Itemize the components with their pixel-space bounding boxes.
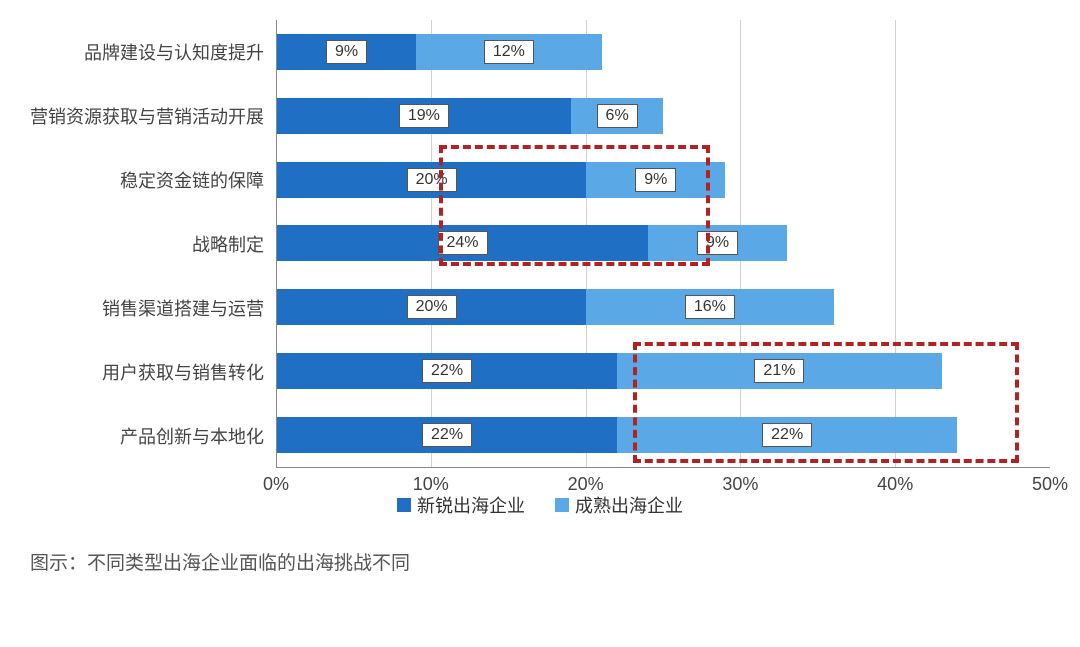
bar-segment: 9% bbox=[648, 225, 787, 261]
bar-row: 19% 6% bbox=[277, 98, 1050, 134]
x-tick-label: 50% bbox=[1032, 474, 1068, 495]
y-label: 品牌建设与认知度提升 bbox=[30, 20, 264, 84]
bar-row: 20% 9% bbox=[277, 162, 1050, 198]
bar-value-label: 20% bbox=[407, 295, 457, 319]
legend-swatch bbox=[397, 498, 411, 512]
chart-container: 品牌建设与认知度提升营销资源获取与营销活动开展稳定资金链的保障战略制定销售渠道搭… bbox=[30, 20, 1050, 518]
x-tick-label: 40% bbox=[877, 474, 913, 495]
bar-value-label: 9% bbox=[697, 231, 738, 255]
bar-value-label: 6% bbox=[597, 104, 638, 128]
bar-segment: 19% bbox=[277, 98, 571, 134]
bar-row: 22% 21% bbox=[277, 353, 1050, 389]
legend-label: 成熟出海企业 bbox=[575, 492, 683, 518]
y-label: 稳定资金链的保障 bbox=[30, 148, 264, 212]
bar-segment: 24% bbox=[277, 225, 648, 261]
x-tick-label: 10% bbox=[413, 474, 449, 495]
y-label: 销售渠道搭建与运营 bbox=[30, 276, 264, 340]
bar-segment: 16% bbox=[586, 289, 833, 325]
bar-value-label: 19% bbox=[399, 104, 449, 128]
bar-row: 9% 12% bbox=[277, 34, 1050, 70]
bar-segment: 21% bbox=[617, 353, 942, 389]
bar-value-label: 21% bbox=[754, 359, 804, 383]
bar-segment: 20% bbox=[277, 289, 586, 325]
bar-value-label: 20% bbox=[407, 168, 457, 192]
bar-segment: 6% bbox=[571, 98, 664, 134]
bar-value-label: 24% bbox=[438, 231, 488, 255]
legend: 新锐出海企业 成熟出海企业 bbox=[30, 492, 1050, 518]
bar-row: 24% 9% bbox=[277, 225, 1050, 261]
plot-area: 9% 12% 19% 6% 20% 9% 24% 9% 20% 16% 22% 21% 22% 22% bbox=[276, 20, 1050, 468]
y-label: 产品创新与本地化 bbox=[30, 404, 264, 468]
legend-label: 新锐出海企业 bbox=[417, 492, 525, 518]
y-axis-labels: 品牌建设与认知度提升营销资源获取与营销活动开展稳定资金链的保障战略制定销售渠道搭… bbox=[30, 20, 276, 468]
bar-value-label: 9% bbox=[326, 40, 367, 64]
bar-value-label: 22% bbox=[422, 423, 472, 447]
bar-segment: 22% bbox=[277, 417, 617, 453]
bar-row: 22% 22% bbox=[277, 417, 1050, 453]
x-tick-label: 30% bbox=[722, 474, 758, 495]
bar-row: 20% 16% bbox=[277, 289, 1050, 325]
legend-item: 新锐出海企业 bbox=[397, 492, 525, 518]
bar-segment: 22% bbox=[277, 353, 617, 389]
bar-value-label: 12% bbox=[484, 40, 534, 64]
y-label: 用户获取与销售转化 bbox=[30, 340, 264, 404]
legend-item: 成熟出海企业 bbox=[555, 492, 683, 518]
x-tick-label: 0% bbox=[263, 474, 289, 495]
bar-value-label: 22% bbox=[422, 359, 472, 383]
y-label: 营销资源获取与营销活动开展 bbox=[30, 84, 264, 148]
legend-swatch bbox=[555, 498, 569, 512]
bar-segment: 20% bbox=[277, 162, 586, 198]
bar-segment: 22% bbox=[617, 417, 957, 453]
bar-segment: 12% bbox=[416, 34, 602, 70]
bar-value-label: 16% bbox=[685, 295, 735, 319]
bar-segment: 9% bbox=[277, 34, 416, 70]
y-label: 战略制定 bbox=[30, 212, 264, 276]
bar-value-label: 9% bbox=[635, 168, 676, 192]
bars-layer: 9% 12% 19% 6% 20% 9% 24% 9% 20% 16% 22% 21% 22% 22% bbox=[277, 20, 1050, 467]
chart-area: 品牌建设与认知度提升营销资源获取与营销活动开展稳定资金链的保障战略制定销售渠道搭… bbox=[30, 20, 1050, 468]
bar-value-label: 22% bbox=[762, 423, 812, 447]
x-tick-label: 20% bbox=[568, 474, 604, 495]
bar-segment: 9% bbox=[586, 162, 725, 198]
chart-caption: 图示：不同类型出海企业面临的出海挑战不同 bbox=[30, 548, 1050, 575]
x-axis: 0%10%20%30%40%50% bbox=[30, 468, 1050, 474]
